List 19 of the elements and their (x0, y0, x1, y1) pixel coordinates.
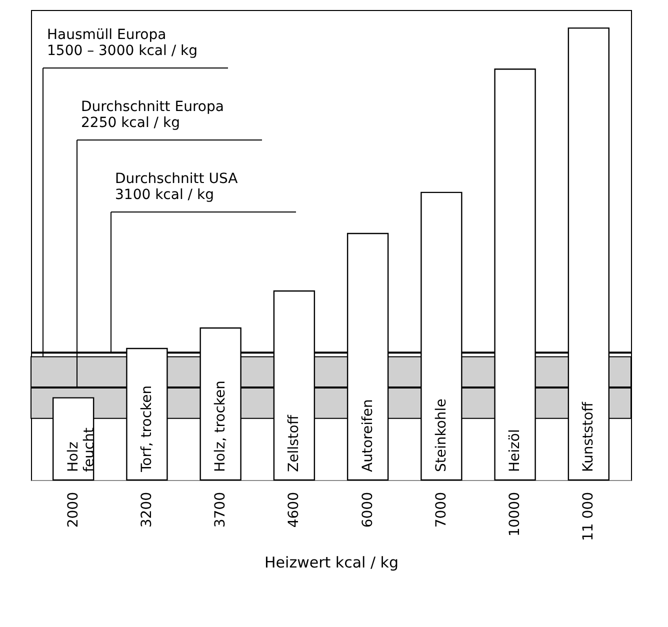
data-label: 6000 (360, 492, 376, 528)
x-axis-title: Heizwert kcal / kg (264, 554, 398, 572)
data-label: 3200 (138, 492, 155, 528)
x-tick-label: Holz, trocken (212, 380, 229, 472)
x-tick-label: Heizöl (507, 429, 524, 472)
x-tick-label: Kunststoff (580, 402, 597, 472)
data-label: 2000 (65, 492, 82, 528)
ref-line-label: Durchschnitt Europa 2250 kcal / kg (81, 99, 224, 131)
x-tick-label: Autoreifen (360, 399, 376, 472)
x-tick-label: Steinkohle (433, 398, 450, 472)
x-tick-label: Torf, trocken (138, 385, 155, 473)
data-label: 10000 (507, 492, 524, 537)
data-label: 3700 (212, 492, 229, 528)
ref-line-label: Durchschnitt USA 3100 kcal / kg (115, 171, 238, 203)
x-tick-label: Zellstoff (286, 414, 302, 472)
data-label: 11 000 (580, 492, 597, 541)
band-label: Hausmüll Europa 1500 – 3000 kcal / kg (47, 27, 198, 59)
data-label: 7000 (433, 492, 450, 528)
data-label: 4600 (286, 492, 302, 528)
